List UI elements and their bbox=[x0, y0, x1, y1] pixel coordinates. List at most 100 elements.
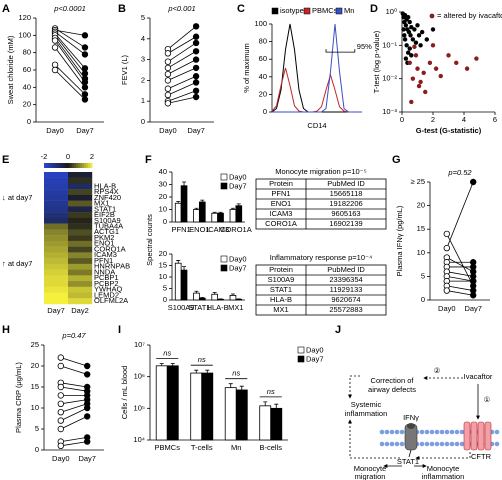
row-label: RPS4X bbox=[94, 187, 119, 196]
legend-swatch bbox=[297, 355, 305, 363]
p-value: p<0.001 bbox=[167, 4, 195, 13]
pair-line bbox=[54, 28, 86, 48]
row-label: ENO1 bbox=[94, 239, 114, 248]
point bbox=[408, 33, 413, 38]
bar bbox=[198, 297, 206, 301]
point bbox=[57, 392, 64, 399]
point bbox=[192, 87, 200, 94]
row-label: ACTG1 bbox=[94, 227, 119, 236]
x-tick-label: B-cells bbox=[259, 443, 282, 452]
point bbox=[81, 96, 89, 103]
point bbox=[51, 37, 59, 44]
membrane bbox=[434, 441, 440, 447]
heat-cell bbox=[44, 246, 69, 253]
table-header: PubMed ID bbox=[327, 179, 365, 188]
table-cell: ENO1 bbox=[271, 199, 291, 208]
point bbox=[418, 43, 423, 48]
bar bbox=[229, 209, 237, 223]
colorbar-cell bbox=[58, 163, 61, 168]
table-cell: S100A9 bbox=[268, 275, 295, 284]
y-tick-label: 10⁷ bbox=[134, 340, 145, 349]
point bbox=[164, 70, 172, 78]
point bbox=[404, 43, 409, 48]
y-tick-label: 5 bbox=[163, 283, 167, 292]
series-line bbox=[272, 23, 362, 113]
diagram-label: STAT1 bbox=[397, 457, 419, 466]
membrane bbox=[419, 429, 425, 435]
y-tick-label: 0 bbox=[27, 117, 31, 126]
pair-line bbox=[167, 90, 197, 102]
heat-cell bbox=[68, 172, 93, 178]
panel-letter: A bbox=[2, 3, 10, 15]
point bbox=[415, 23, 420, 28]
heat-cell bbox=[44, 281, 69, 287]
heat-cell bbox=[44, 200, 69, 207]
y-tick-label: 15 bbox=[417, 224, 425, 233]
row-label: EIF2B bbox=[94, 210, 115, 219]
heat-cell bbox=[44, 269, 69, 276]
point bbox=[438, 73, 443, 79]
heat-cell bbox=[68, 217, 93, 224]
bar bbox=[235, 389, 248, 441]
x-tick-label: S100A9 bbox=[168, 303, 195, 312]
pair-line bbox=[54, 31, 86, 55]
point bbox=[470, 292, 477, 299]
panel-letter: D bbox=[370, 3, 378, 15]
table-title: Inflammatory response p=10⁻⁴ bbox=[270, 253, 372, 262]
membrane bbox=[459, 429, 465, 435]
point bbox=[464, 66, 470, 71]
membrane bbox=[384, 429, 390, 435]
y-tick-label: 20 bbox=[417, 201, 425, 210]
table-cell: 19182206 bbox=[329, 199, 362, 208]
membrane bbox=[384, 441, 390, 447]
point bbox=[81, 70, 89, 77]
y-tick-label: 0 bbox=[35, 445, 39, 454]
pair-line bbox=[446, 276, 474, 282]
point bbox=[164, 85, 172, 92]
membrane bbox=[494, 429, 500, 435]
group-label: ↓ at day7 bbox=[2, 193, 32, 202]
bar bbox=[270, 407, 283, 441]
membrane bbox=[454, 429, 460, 435]
colorbar-tick-label: -2 bbox=[41, 152, 48, 161]
heat-cell bbox=[68, 298, 93, 305]
y-tick-label: 3 bbox=[141, 55, 145, 64]
point bbox=[57, 354, 64, 361]
y-tick-label: 10⁻² bbox=[382, 74, 397, 83]
x-tick-label: ENO1 bbox=[189, 225, 209, 234]
legend-label: Day7 bbox=[306, 354, 324, 363]
point bbox=[164, 64, 172, 72]
point bbox=[192, 73, 200, 80]
point bbox=[192, 64, 200, 72]
legend-label: Day7 bbox=[229, 181, 247, 190]
heat-cell bbox=[44, 229, 69, 236]
y-tick-label: ≥ 25 bbox=[410, 177, 425, 186]
membrane bbox=[399, 429, 405, 435]
colorbar-cell bbox=[78, 163, 81, 168]
ns-label: ns bbox=[232, 369, 240, 378]
legend-label: Day0 bbox=[306, 345, 324, 354]
colorbar-cell bbox=[50, 163, 53, 168]
table-cell: MX1 bbox=[273, 305, 288, 314]
point bbox=[419, 29, 425, 35]
point bbox=[81, 78, 89, 86]
point bbox=[413, 53, 419, 58]
y-tick-label: 20 bbox=[31, 361, 39, 370]
heat-cell bbox=[68, 200, 93, 207]
heat-cell bbox=[68, 246, 93, 253]
colorbar-cell bbox=[80, 163, 83, 168]
heat-cell bbox=[68, 177, 93, 184]
heat-cell bbox=[68, 189, 93, 196]
y-tick-label: 40 bbox=[23, 82, 31, 91]
pair-line bbox=[446, 290, 474, 296]
panel-letter: J bbox=[335, 324, 341, 336]
table-header: Protein bbox=[269, 265, 293, 274]
error-bar bbox=[170, 363, 175, 366]
error-bar bbox=[200, 297, 205, 299]
colorbar-cell bbox=[64, 163, 67, 168]
y-axis-label: T-test (log p-value) bbox=[372, 30, 381, 93]
x-axis-label: G-test (G-statistic) bbox=[416, 126, 482, 135]
heat-cell bbox=[44, 194, 69, 201]
point bbox=[421, 70, 426, 75]
pair-line bbox=[54, 47, 86, 88]
